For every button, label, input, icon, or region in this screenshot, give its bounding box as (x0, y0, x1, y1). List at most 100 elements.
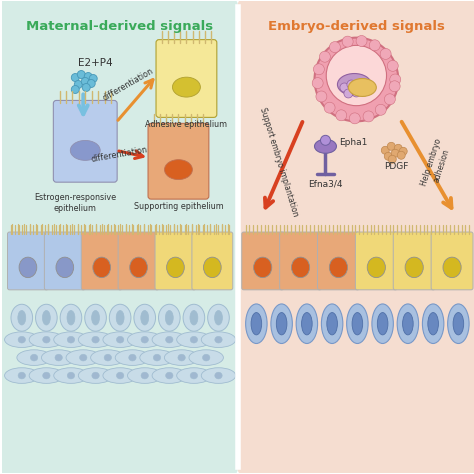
Circle shape (384, 94, 395, 105)
Circle shape (324, 102, 335, 113)
Circle shape (336, 110, 346, 121)
Ellipse shape (397, 304, 419, 344)
Circle shape (352, 88, 361, 97)
Ellipse shape (301, 312, 312, 335)
Circle shape (347, 80, 356, 89)
Circle shape (375, 104, 386, 115)
Ellipse shape (60, 304, 82, 331)
Ellipse shape (177, 332, 211, 347)
Ellipse shape (453, 312, 464, 335)
FancyBboxPatch shape (156, 40, 217, 118)
FancyBboxPatch shape (54, 100, 117, 182)
Ellipse shape (11, 304, 33, 331)
Ellipse shape (352, 312, 363, 335)
Circle shape (380, 48, 391, 59)
FancyBboxPatch shape (238, 0, 474, 474)
Circle shape (316, 91, 327, 102)
Ellipse shape (190, 337, 198, 343)
Ellipse shape (115, 350, 150, 365)
Ellipse shape (18, 372, 26, 379)
Ellipse shape (402, 312, 413, 335)
Ellipse shape (141, 372, 148, 379)
Ellipse shape (447, 304, 469, 344)
Ellipse shape (134, 304, 155, 331)
Ellipse shape (190, 310, 198, 325)
FancyBboxPatch shape (356, 232, 397, 290)
Ellipse shape (141, 337, 148, 343)
Circle shape (369, 40, 380, 51)
Circle shape (394, 144, 402, 152)
Circle shape (399, 147, 407, 155)
Ellipse shape (55, 354, 63, 361)
Ellipse shape (337, 73, 371, 95)
Ellipse shape (78, 368, 113, 383)
FancyArrowPatch shape (401, 122, 452, 208)
Circle shape (313, 64, 324, 75)
Ellipse shape (17, 350, 51, 365)
Ellipse shape (203, 257, 221, 278)
Ellipse shape (346, 304, 368, 344)
Ellipse shape (5, 332, 39, 347)
Ellipse shape (117, 372, 124, 379)
Circle shape (329, 42, 340, 53)
Ellipse shape (348, 79, 376, 96)
Text: Embryo-derived signals: Embryo-derived signals (268, 20, 445, 33)
Ellipse shape (165, 337, 173, 343)
Circle shape (320, 135, 330, 146)
Ellipse shape (329, 257, 347, 278)
Ellipse shape (189, 350, 223, 365)
Ellipse shape (208, 304, 229, 331)
Circle shape (344, 89, 353, 98)
Ellipse shape (377, 312, 388, 335)
Ellipse shape (165, 310, 173, 325)
Circle shape (387, 60, 398, 71)
Circle shape (387, 142, 395, 150)
Ellipse shape (92, 372, 99, 379)
FancyArrowPatch shape (119, 151, 143, 158)
Ellipse shape (422, 304, 444, 344)
FancyArrowPatch shape (79, 94, 88, 114)
Ellipse shape (30, 354, 38, 361)
Text: Supporting epithelium: Supporting epithelium (134, 201, 223, 210)
Ellipse shape (166, 257, 184, 278)
Ellipse shape (67, 372, 74, 379)
Ellipse shape (43, 337, 50, 343)
Ellipse shape (129, 354, 136, 361)
Text: PDGF: PDGF (384, 162, 409, 171)
Ellipse shape (18, 310, 26, 325)
Ellipse shape (140, 350, 174, 365)
Ellipse shape (246, 304, 267, 344)
Circle shape (391, 149, 399, 157)
Ellipse shape (141, 310, 149, 325)
Circle shape (89, 74, 97, 82)
FancyBboxPatch shape (45, 232, 85, 290)
Ellipse shape (254, 257, 272, 278)
Ellipse shape (158, 304, 180, 331)
Text: E2+P4: E2+P4 (78, 57, 113, 67)
Ellipse shape (276, 312, 287, 335)
Ellipse shape (190, 372, 198, 379)
Ellipse shape (103, 368, 137, 383)
Ellipse shape (41, 350, 76, 365)
Ellipse shape (215, 372, 222, 379)
Circle shape (397, 151, 405, 159)
Circle shape (82, 83, 90, 91)
Ellipse shape (104, 354, 111, 361)
Ellipse shape (215, 337, 222, 343)
Ellipse shape (152, 332, 187, 347)
FancyBboxPatch shape (118, 232, 159, 290)
Text: Adhesive epithelium: Adhesive epithelium (146, 120, 228, 129)
FancyBboxPatch shape (318, 232, 359, 290)
Ellipse shape (70, 140, 100, 160)
Text: Help embryo
adhesion: Help embryo adhesion (419, 138, 453, 191)
Ellipse shape (178, 354, 185, 361)
Circle shape (84, 73, 92, 81)
Ellipse shape (67, 337, 74, 343)
Circle shape (315, 37, 398, 121)
FancyBboxPatch shape (393, 232, 435, 290)
Ellipse shape (372, 304, 393, 344)
Circle shape (358, 86, 367, 95)
Circle shape (356, 36, 367, 46)
Ellipse shape (78, 332, 113, 347)
Circle shape (340, 83, 349, 92)
